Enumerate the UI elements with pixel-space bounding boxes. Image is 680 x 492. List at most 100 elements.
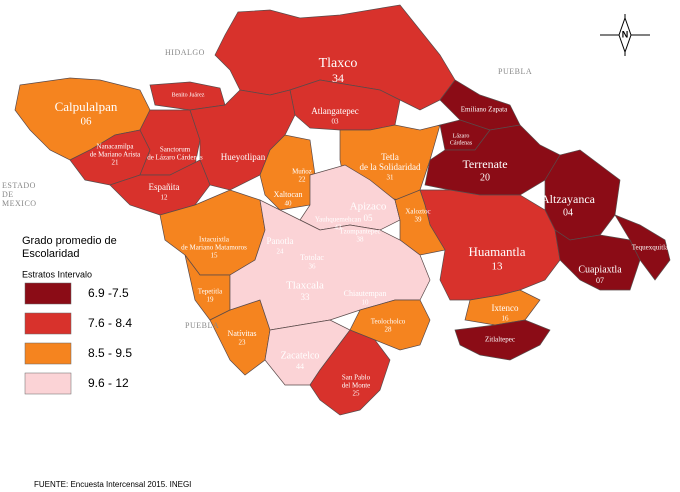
municipality-name: Nanacamilpa xyxy=(97,143,135,151)
municipality-name: Cuapiaxtla xyxy=(578,264,622,275)
municipality xyxy=(614,214,671,281)
municipality-name: Xaloztoc xyxy=(405,208,430,216)
municipality-name: Xaltocan xyxy=(274,190,303,199)
neighbor-label: PUEBLA xyxy=(185,321,219,330)
municipality xyxy=(454,319,551,361)
source: FUENTE: Encuesta Intercensal 2015. INEGI xyxy=(34,480,191,489)
municipality-number: 06 xyxy=(81,116,93,128)
municipality xyxy=(109,159,211,216)
municipality-name: de Mariano Matamoros xyxy=(181,244,247,252)
municipality-name: Panotla xyxy=(267,236,294,246)
legend-label: 8.5 - 9.5 xyxy=(88,346,132,360)
municipality-name: Calpulalpan xyxy=(55,99,118,114)
municipality-name: Tlaxco xyxy=(319,56,358,71)
neighbor-label: DE xyxy=(2,190,14,199)
compass: N xyxy=(600,14,650,56)
legend: Grado promedio de Escolaridad Estratos I… xyxy=(22,235,132,395)
legend-subtitle: Estratos Intervalo xyxy=(22,269,92,279)
municipality-name: Totolac xyxy=(300,253,324,262)
municipality-name: Lázaro xyxy=(453,133,470,139)
neighbor-label: HIDALGO xyxy=(165,48,205,57)
legend-swatch xyxy=(24,312,72,335)
municipalities xyxy=(14,4,671,416)
municipality-name: Hueyotlipan xyxy=(221,152,266,162)
municipality-name: Ixtacuixtla xyxy=(199,236,230,244)
municipality-name: Teolocholco xyxy=(371,318,406,326)
municipality-name: Muñoz xyxy=(292,168,312,176)
municipality-name: Emiliano Zapata xyxy=(461,106,508,114)
municipality-number: 16 xyxy=(502,315,510,323)
municipality-number: 39 xyxy=(415,216,423,224)
legend-label: 9.6 - 12 xyxy=(88,376,129,390)
municipality-number: 12 xyxy=(161,194,169,202)
municipality-number: 34 xyxy=(332,71,344,85)
municipality-number: 21 xyxy=(112,159,120,167)
neighbor-label: ESTADO xyxy=(2,181,36,190)
municipality-number: 44 xyxy=(296,362,304,371)
municipality-number: 15 xyxy=(211,252,219,260)
legend-swatch xyxy=(24,282,72,305)
legend-label: 6.9 -7.5 xyxy=(88,286,129,300)
neighbor-label: MEXICO xyxy=(2,199,37,208)
legend-swatch xyxy=(24,372,72,395)
legend-title: Escolaridad xyxy=(22,248,79,260)
municipality-name: Chiautempan xyxy=(344,289,387,298)
municipality-number: 10 xyxy=(362,299,370,307)
municipality-name: Natívitas xyxy=(228,329,257,338)
compass-star xyxy=(618,16,632,54)
municipality-number: 04 xyxy=(563,207,573,218)
municipality-name: Españita xyxy=(149,182,180,192)
legend-swatch xyxy=(24,342,72,365)
municipality-number: 40 xyxy=(285,200,293,208)
municipality-name: Ixtenco xyxy=(492,303,519,313)
municipality xyxy=(394,189,446,256)
municipality-number: 05 xyxy=(364,213,374,223)
municipality-number: 22 xyxy=(299,176,307,184)
municipality-name: Huamantla xyxy=(468,244,525,259)
municipality-name: Tzompantepec xyxy=(339,228,380,236)
municipality-name: Apizaco xyxy=(350,201,387,213)
municipality-number: 31 xyxy=(387,174,395,182)
municipality-number: 07 xyxy=(596,276,604,285)
municipality-number: 36 xyxy=(309,263,317,271)
municipality-number: 03 xyxy=(332,118,340,126)
legend-title: Grado promedio de xyxy=(22,235,117,247)
municipality-name: Yauhquemehcan xyxy=(315,216,362,224)
municipality-name: de Mariano Arista xyxy=(90,151,141,159)
municipality-name: Zitlaltepec xyxy=(485,336,515,344)
municipality xyxy=(229,199,431,331)
municipality-name: Tepetitla xyxy=(198,288,223,296)
municipality-name: Zacatelco xyxy=(281,350,320,361)
municipality-name: Cárdenas xyxy=(450,140,473,146)
municipality-name: Terrenate xyxy=(462,157,507,171)
municipality-name: Atlangatepec xyxy=(311,106,358,116)
municipality-number: 38 xyxy=(357,236,365,244)
municipality xyxy=(464,289,541,326)
municipality xyxy=(554,229,641,291)
municipality-number: 25 xyxy=(353,390,361,398)
municipality-number: 28 xyxy=(385,326,393,334)
municipality xyxy=(309,329,391,416)
legend-label: 7.6 - 8.4 xyxy=(88,316,132,330)
municipality-name: Benito Juárez xyxy=(172,92,205,98)
municipality-name: de la Solidaridad xyxy=(360,162,421,172)
municipality-name: Altzayanca xyxy=(541,192,596,206)
municipality-name: Sanctorum xyxy=(160,146,191,154)
neighbor-label: PUEBLA xyxy=(498,67,532,76)
municipality-number: 43 xyxy=(335,224,343,232)
municipality-name: San Pablo xyxy=(342,374,371,382)
municipality-number: 13 xyxy=(492,261,504,273)
municipality-number: 20 xyxy=(480,172,490,183)
municipality-name: Tequexquitla xyxy=(632,244,669,252)
municipality-number: 24 xyxy=(277,248,285,256)
municipality-number: 19 xyxy=(207,296,215,304)
municipality-name: del Monte xyxy=(342,382,371,390)
compass-label: N xyxy=(622,29,629,39)
municipality-name: Tetla xyxy=(381,152,399,162)
municipality-number: 33 xyxy=(301,292,311,302)
municipality-number: 23 xyxy=(239,339,247,347)
municipality-name: de Lázaro Cárdenas xyxy=(147,154,203,162)
municipality-name: Tlaxcala xyxy=(286,280,324,292)
